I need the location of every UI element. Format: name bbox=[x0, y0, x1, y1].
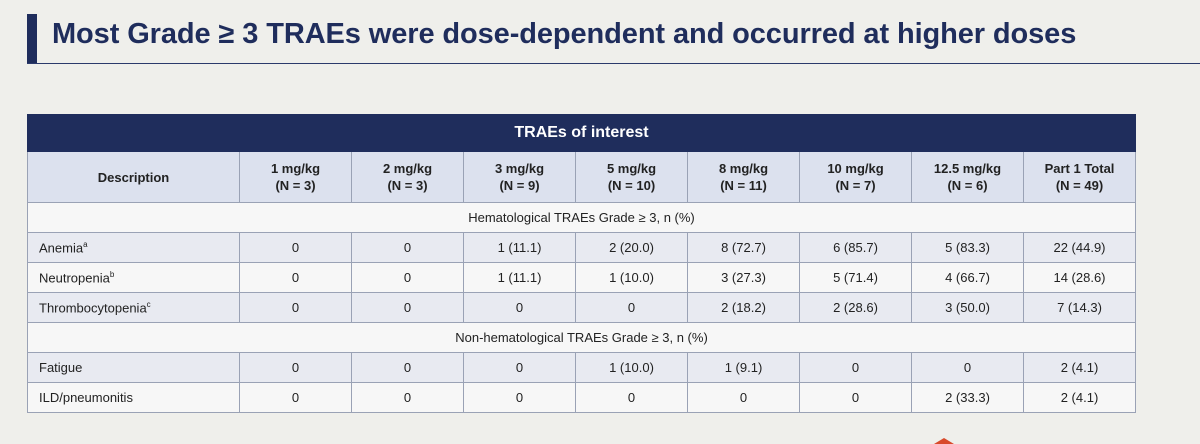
table-cell: 0 bbox=[351, 262, 464, 293]
table-cell: 0 bbox=[911, 352, 1024, 383]
table-cell: 7 (14.3) bbox=[1023, 292, 1136, 323]
column-header-label: 5 mg/kg bbox=[606, 161, 657, 176]
table-row: ILD/pneumonitis 0 0 0 0 0 0 2 (33.3) 2 (4.1) bbox=[27, 382, 1136, 413]
table-cell: 2 (4.1) bbox=[1023, 382, 1136, 413]
row-description: ILD/pneumonitis bbox=[27, 382, 240, 413]
table-cell: 14 (28.6) bbox=[1023, 262, 1136, 293]
table-cell: 0 bbox=[463, 352, 576, 383]
table-row: Neutropeniab 0 0 1 (11.1) 1 (10.0) 3 (27.3) 5 … bbox=[27, 262, 1136, 293]
table-cell: 1 (9.1) bbox=[687, 352, 800, 383]
table-row: Anemiaa 0 0 1 (11.1) 2 (20.0) 8 (72.7) 6 (85.7… bbox=[27, 232, 1136, 263]
table-cell: 0 bbox=[239, 292, 352, 323]
trae-table-container: TRAEs of interest Description 1 mg/kg (N =… bbox=[27, 114, 1136, 413]
section-header-row: Non-hematological TRAEs Grade ≥ 3, n (%) bbox=[27, 322, 1136, 353]
footnote-marker: c bbox=[146, 299, 151, 309]
table-cell: 0 bbox=[239, 262, 352, 293]
table-cell: 0 bbox=[351, 292, 464, 323]
table-cell: 2 (18.2) bbox=[687, 292, 800, 323]
column-header-n: (N = 10) bbox=[607, 178, 656, 193]
table-cell: 1 (10.0) bbox=[575, 262, 688, 293]
row-label: Anemia bbox=[39, 240, 84, 256]
column-header-label: 12.5 mg/kg bbox=[933, 161, 1002, 176]
row-description: Neutropeniab bbox=[27, 262, 240, 293]
table-cell: 2 (33.3) bbox=[911, 382, 1024, 413]
footnote-marker: a bbox=[83, 239, 88, 249]
table-cell: 1 (10.0) bbox=[575, 352, 688, 383]
table-cell: 0 bbox=[799, 382, 912, 413]
column-header-n: (N = 9) bbox=[499, 178, 540, 193]
table-cell: 22 (44.9) bbox=[1023, 232, 1136, 263]
column-header-label: 8 mg/kg bbox=[718, 161, 769, 176]
title-accent-bar bbox=[27, 14, 37, 64]
column-header-label: 10 mg/kg bbox=[827, 161, 884, 176]
table-banner: TRAEs of interest bbox=[27, 114, 1136, 152]
table-cell: 0 bbox=[575, 382, 688, 413]
triangle-marker-icon bbox=[934, 438, 954, 444]
table-cell: 0 bbox=[351, 352, 464, 383]
row-label: Thrombocytopenia bbox=[39, 300, 147, 316]
column-header-dose: 1 mg/kg (N = 3) bbox=[239, 151, 352, 203]
table-cell: 4 (66.7) bbox=[911, 262, 1024, 293]
table-cell: 5 (83.3) bbox=[911, 232, 1024, 263]
table-cell: 3 (50.0) bbox=[911, 292, 1024, 323]
column-header-dose: 3 mg/kg (N = 9) bbox=[463, 151, 576, 203]
trae-table: TRAEs of interest Description 1 mg/kg (N =… bbox=[27, 114, 1136, 413]
column-header-label: 3 mg/kg bbox=[494, 161, 545, 176]
table-cell: 0 bbox=[239, 352, 352, 383]
column-header-label: 2 mg/kg bbox=[382, 161, 433, 176]
slide-title: Most Grade ≥ 3 TRAEs were dose-dependent… bbox=[52, 18, 1077, 50]
table-cell: 0 bbox=[799, 352, 912, 383]
column-header-n: (N = 49) bbox=[1055, 178, 1104, 193]
table-cell: 1 (11.1) bbox=[463, 232, 576, 263]
column-header-label: Description bbox=[97, 169, 170, 185]
column-header-label: Part 1 Total bbox=[1044, 161, 1115, 176]
table-cell: 2 (28.6) bbox=[799, 292, 912, 323]
table-cell: 8 (72.7) bbox=[687, 232, 800, 263]
table-cell: 2 (20.0) bbox=[575, 232, 688, 263]
table-cell: 0 bbox=[463, 382, 576, 413]
table-cell: 0 bbox=[463, 292, 576, 323]
row-description: Fatigue bbox=[27, 352, 240, 383]
column-header-dose: 2 mg/kg (N = 3) bbox=[351, 151, 464, 203]
column-header-dose: 12.5 mg/kg (N = 6) bbox=[911, 151, 1024, 203]
table-cell: 0 bbox=[351, 382, 464, 413]
footnote-marker: b bbox=[109, 269, 115, 279]
row-label: Fatigue bbox=[39, 360, 83, 375]
title-divider bbox=[27, 63, 1200, 64]
table-cell: 0 bbox=[351, 232, 464, 263]
table-cell: 3 (27.3) bbox=[687, 262, 800, 293]
row-label: Neutropenia bbox=[39, 270, 110, 286]
table-cell: 1 (11.1) bbox=[463, 262, 576, 293]
column-header-dose: Part 1 Total (N = 49) bbox=[1023, 151, 1136, 203]
column-header-n: (N = 7) bbox=[835, 178, 876, 193]
row-description: Anemiaa bbox=[27, 232, 240, 263]
section-header-row: Hematological TRAEs Grade ≥ 3, n (%) bbox=[27, 202, 1136, 233]
row-description: Thrombocytopeniac bbox=[27, 292, 240, 323]
column-header-n: (N = 11) bbox=[720, 178, 767, 193]
section-label: Hematological TRAEs Grade ≥ 3, n (%) bbox=[27, 202, 1136, 233]
column-header-row: Description 1 mg/kg (N = 3) 2 mg/kg (N = 3) 3… bbox=[27, 151, 1136, 203]
table-row: Thrombocytopeniac 0 0 0 0 2 (18.2) 2 (28.6) 3 (… bbox=[27, 292, 1136, 323]
table-cell: 0 bbox=[687, 382, 800, 413]
section-label: Non-hematological TRAEs Grade ≥ 3, n (%) bbox=[27, 322, 1136, 353]
column-header-n: (N = 3) bbox=[387, 178, 428, 193]
row-label: ILD/pneumonitis bbox=[39, 390, 133, 405]
column-header-dose: 5 mg/kg (N = 10) bbox=[575, 151, 688, 203]
column-header-dose: 10 mg/kg (N = 7) bbox=[799, 151, 912, 203]
column-header-label: 1 mg/kg bbox=[270, 161, 321, 176]
table-row: Fatigue 0 0 0 1 (10.0) 1 (9.1) 0 0 2 (4.1) bbox=[27, 352, 1136, 383]
column-header-description: Description bbox=[27, 151, 240, 203]
table-body: Hematological TRAEs Grade ≥ 3, n (%) Anem… bbox=[27, 202, 1136, 413]
table-cell: 0 bbox=[239, 382, 352, 413]
column-header-n: (N = 6) bbox=[947, 178, 988, 193]
table-cell: 0 bbox=[239, 232, 352, 263]
column-header-n: (N = 3) bbox=[275, 178, 316, 193]
table-cell: 2 (4.1) bbox=[1023, 352, 1136, 383]
table-cell: 6 (85.7) bbox=[799, 232, 912, 263]
table-cell: 0 bbox=[575, 292, 688, 323]
column-header-dose: 8 mg/kg (N = 11) bbox=[687, 151, 800, 203]
table-cell: 5 (71.4) bbox=[799, 262, 912, 293]
